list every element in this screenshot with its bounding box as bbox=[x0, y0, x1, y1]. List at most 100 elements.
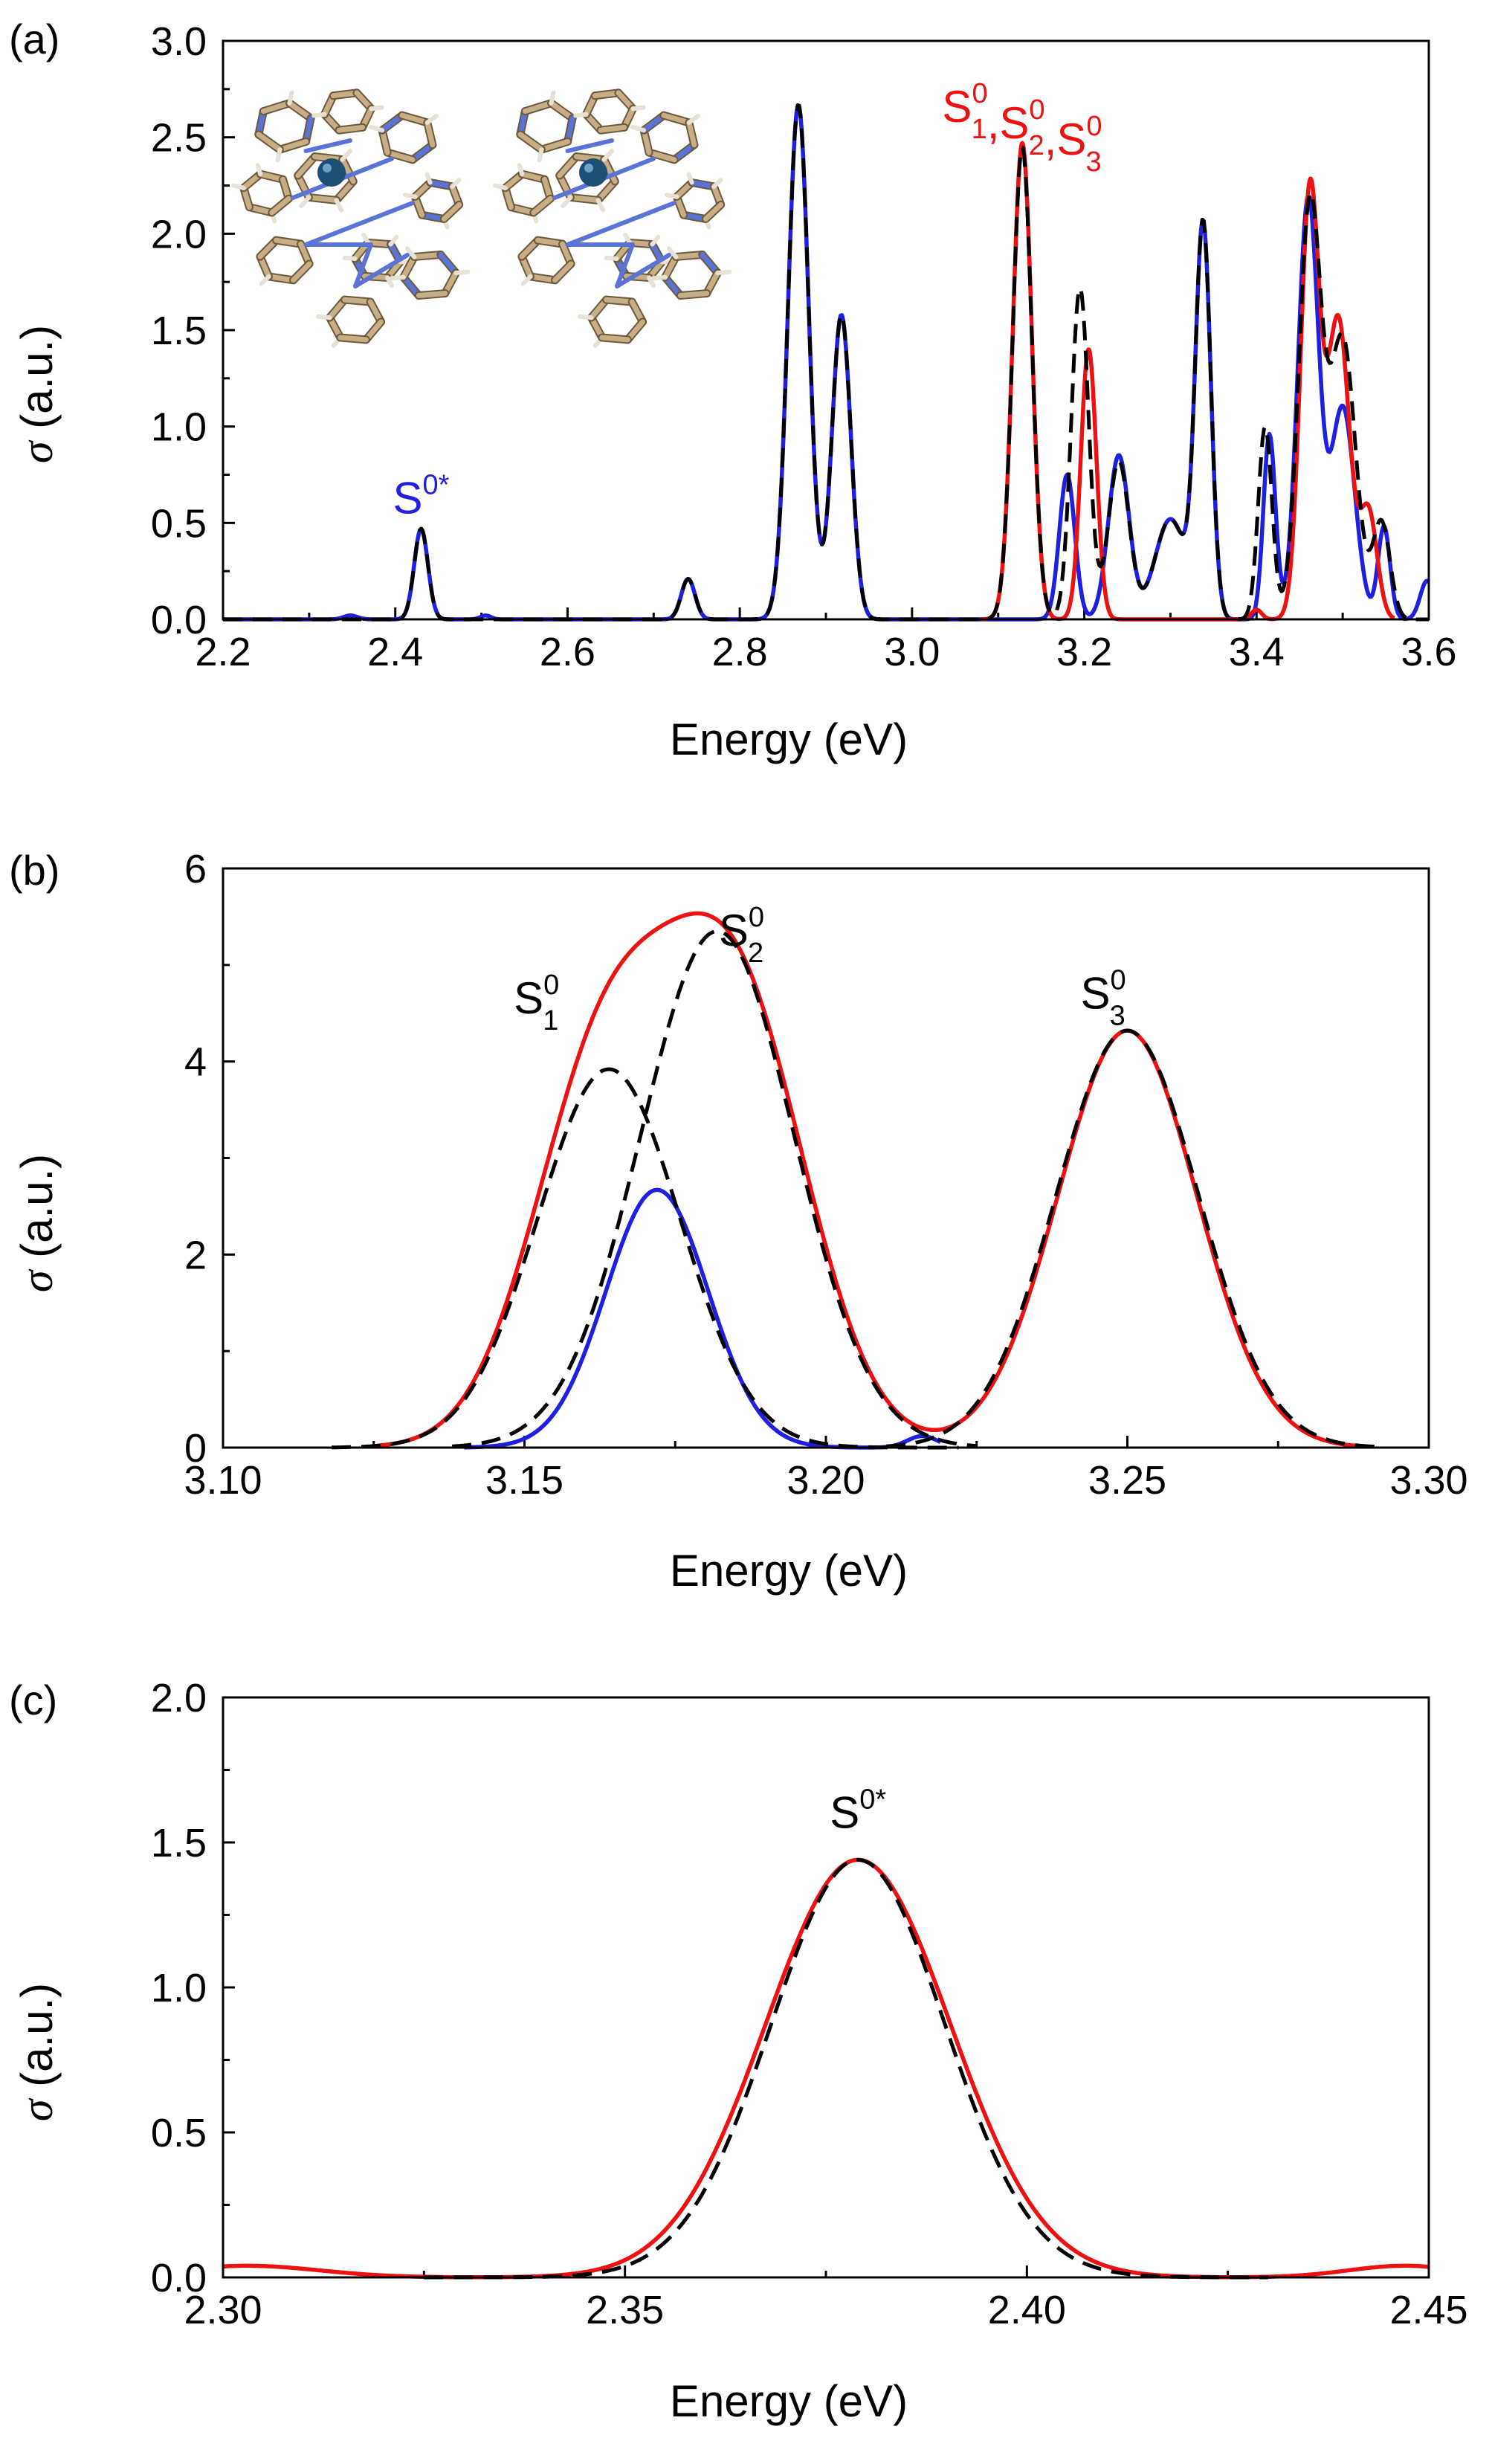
molecule-structure-left bbox=[231, 88, 471, 348]
annotation-subscript: 1 bbox=[972, 114, 987, 145]
y-tick-label: 4 bbox=[184, 1040, 207, 1085]
bond bbox=[677, 291, 710, 298]
panel-b-xlabel: Energy (eV) bbox=[670, 1546, 908, 1596]
bond bbox=[641, 112, 667, 133]
hydrogen-bond bbox=[520, 274, 533, 286]
bond bbox=[269, 196, 291, 216]
hydrogen-bond bbox=[595, 198, 606, 213]
panel-a: (a) Energy (eV) σ (a.u.) 2.2 2.4 2.6 2.8 3.0… bbox=[9, 16, 1457, 764]
series-dashed-S2 bbox=[450, 929, 978, 1448]
panel-c-ylabel-symbol: σ bbox=[13, 2097, 62, 2121]
annotation-symbol: S bbox=[514, 973, 543, 1023]
y-tick-label: 1.5 bbox=[151, 309, 207, 353]
hydrogen-bond bbox=[517, 163, 525, 177]
bond bbox=[703, 201, 724, 222]
bond bbox=[601, 157, 618, 184]
panel-a-xlabel: Energy (eV) bbox=[670, 715, 908, 764]
series-dashed-S3 bbox=[885, 1028, 1382, 1449]
annotation-symbol: S bbox=[719, 906, 749, 955]
bond bbox=[340, 157, 356, 184]
hydrogen-bond bbox=[686, 113, 700, 125]
bond bbox=[604, 297, 635, 305]
panel-a-ylabel-symbol: σ bbox=[13, 439, 62, 463]
annotation-symbol: S bbox=[1080, 968, 1110, 1018]
bond bbox=[256, 132, 282, 152]
y-tick-label: 2 bbox=[184, 1233, 207, 1277]
bond bbox=[557, 154, 579, 178]
bond bbox=[424, 120, 436, 148]
hydrogen-bond bbox=[255, 163, 263, 177]
annotation-superscript: 0 bbox=[1029, 94, 1044, 126]
hydrogen-bond bbox=[604, 255, 619, 261]
bond bbox=[295, 154, 317, 178]
annotation-symbol: ,S bbox=[987, 98, 1030, 148]
metal-atom-highlight bbox=[323, 164, 332, 172]
panel-b-ylabel-unit: (a.u.) bbox=[12, 1154, 62, 1258]
annotation-symbol: ,S bbox=[1044, 115, 1087, 164]
y-tick-label: 0.5 bbox=[151, 501, 207, 546]
y-tick-label: 2.5 bbox=[151, 116, 207, 161]
annotation-superscript: 0 bbox=[543, 970, 559, 1001]
bond bbox=[615, 253, 671, 288]
panel-b-frame bbox=[222, 867, 1430, 1449]
hydrogen-bond bbox=[311, 112, 327, 118]
hydrogen-bond bbox=[561, 195, 573, 208]
bond bbox=[646, 149, 677, 163]
annotation-subscript: 3 bbox=[1086, 146, 1102, 178]
y-tick-label: 1.0 bbox=[151, 1966, 207, 2010]
panel-c-frame bbox=[222, 1696, 1430, 2279]
bond bbox=[291, 261, 312, 283]
annotation-superscript: 0 bbox=[972, 78, 987, 109]
hydrogen-bond bbox=[650, 274, 668, 281]
panel-a-frame bbox=[222, 39, 1430, 621]
panel-c-ylabel: σ (a.u.) bbox=[12, 1983, 62, 2121]
bond bbox=[673, 252, 705, 259]
y-tick-label: 6 bbox=[184, 847, 207, 891]
peak-annotation: S0 3 bbox=[1080, 964, 1126, 1031]
hydrogen-bond bbox=[361, 232, 370, 245]
bond bbox=[552, 261, 574, 283]
bond bbox=[549, 100, 575, 121]
hydrogen-bond bbox=[368, 124, 385, 133]
bond bbox=[615, 242, 635, 288]
bond bbox=[353, 253, 410, 288]
annotation-subscript: 2 bbox=[1029, 130, 1044, 161]
molecule-structure-right bbox=[493, 88, 732, 348]
x-tick-label: 3.6 bbox=[1401, 630, 1456, 674]
y-tick-label: 3.0 bbox=[151, 19, 207, 64]
hydrogen-bond bbox=[231, 183, 246, 190]
y-tick-label: 0.0 bbox=[151, 598, 207, 642]
bond bbox=[565, 138, 614, 153]
panel-a-ylabel-unit: (a.u.) bbox=[12, 325, 62, 429]
y-tick-label: 0.0 bbox=[151, 2256, 207, 2300]
x-tick-label: 2.4 bbox=[367, 630, 423, 674]
hydrogen-bond bbox=[389, 274, 406, 281]
x-tick-label: 3.2 bbox=[1056, 630, 1112, 674]
metal-atom-highlight bbox=[584, 164, 593, 172]
hydrogen-bond bbox=[650, 234, 661, 247]
x-tick-label: 3.20 bbox=[787, 1458, 865, 1503]
series-black-dashed bbox=[423, 1857, 1269, 2280]
metal-atom bbox=[317, 158, 346, 187]
x-tick-label: 3.0 bbox=[884, 630, 940, 674]
hydrogen-bond bbox=[275, 147, 282, 163]
bond bbox=[410, 142, 436, 163]
y-tick-label: 0.5 bbox=[151, 2111, 207, 2155]
hydrogen-bond bbox=[630, 124, 647, 133]
peak-annotation: S0 2 bbox=[719, 902, 764, 969]
panel-b: (b) Energy (eV) σ (a.u.) 3.10 3.15 3.20 3.2… bbox=[9, 847, 1468, 1596]
annotation-subscript: 3 bbox=[1110, 1000, 1126, 1031]
bond bbox=[287, 100, 314, 121]
panel-b-ylabel: σ (a.u.) bbox=[12, 1154, 62, 1292]
hydrogen-bond bbox=[299, 195, 311, 208]
hydrogen-bond bbox=[667, 246, 679, 259]
hydrogen-bond bbox=[385, 275, 394, 288]
bond bbox=[334, 178, 356, 203]
x-tick-label: 3.15 bbox=[485, 1458, 563, 1503]
panel-a-label: (a) bbox=[9, 16, 59, 62]
peak-annotation: S0 1,S0 2,S0 3 bbox=[942, 78, 1102, 178]
hydrogen-bond bbox=[369, 105, 384, 112]
bond bbox=[265, 274, 297, 283]
